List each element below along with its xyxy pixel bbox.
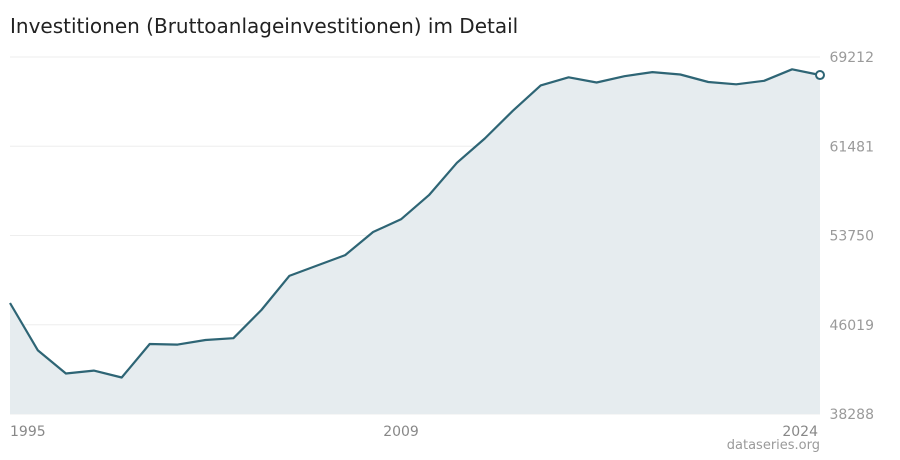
y-tick-label: 69212 <box>829 50 874 66</box>
y-tick-label: 46019 <box>829 318 874 334</box>
x-tick-label: 1995 <box>10 424 46 440</box>
y-tick-label: 38288 <box>829 407 874 423</box>
x-tick-label: 2009 <box>383 424 419 440</box>
area-fill <box>10 69 820 415</box>
last-point-marker[interactable] <box>815 70 825 81</box>
chart-title: Investitionen (Bruttoanlageinvestitionen… <box>10 14 519 38</box>
x-tick-label: 2024 <box>782 424 818 440</box>
x-axis-ticks: 1995 2009 2024 <box>10 424 818 440</box>
series-line <box>9 68 821 379</box>
y-axis-ticks: 69212 61481 53750 46019 38288 <box>829 50 874 423</box>
source-note: dataseries.org <box>726 438 820 453</box>
y-tick-label: 61481 <box>829 139 874 155</box>
y-tick-label: 53750 <box>829 229 874 245</box>
